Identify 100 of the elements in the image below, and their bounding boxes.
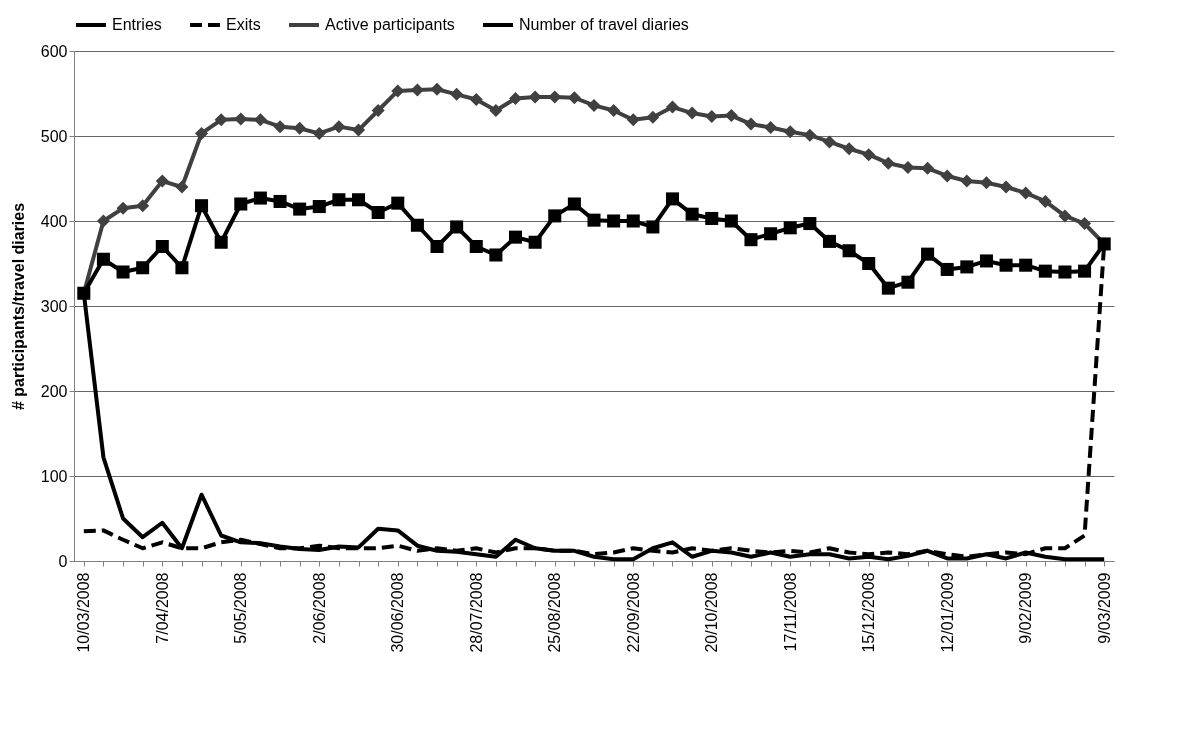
point xyxy=(626,214,640,228)
point xyxy=(764,227,778,241)
legend-label: Active participants xyxy=(325,16,455,33)
y-tick-label: 300 xyxy=(40,297,68,315)
y-tick-label: 200 xyxy=(40,382,68,400)
point xyxy=(155,174,169,188)
x-tick-label: 9/02/2009 xyxy=(1017,572,1035,644)
point xyxy=(764,120,778,135)
x-tick-label: 17/11/2008 xyxy=(781,572,799,652)
point xyxy=(136,261,150,275)
point xyxy=(921,247,935,261)
point xyxy=(587,98,601,112)
point xyxy=(195,199,209,213)
x-tick-label: 12/01/2009 xyxy=(938,572,956,653)
point xyxy=(1078,217,1092,231)
point xyxy=(273,120,287,134)
y-tick-label: 100 xyxy=(40,467,68,485)
x-tick-label: 25/08/2008 xyxy=(546,572,564,653)
legend-label: Exits xyxy=(226,16,261,33)
point xyxy=(469,239,483,254)
point xyxy=(567,197,581,211)
point xyxy=(96,214,110,228)
point xyxy=(940,169,954,183)
point xyxy=(881,281,895,295)
y-tick-label: 500 xyxy=(40,127,68,145)
point xyxy=(665,192,680,206)
point xyxy=(744,233,758,247)
point xyxy=(1038,264,1052,278)
point xyxy=(410,83,424,97)
legend-label: Number of travel diaries xyxy=(519,16,689,33)
point xyxy=(234,112,248,126)
point xyxy=(214,235,228,249)
x-tick-label: 5/05/2008 xyxy=(232,572,250,644)
point xyxy=(489,103,503,118)
point xyxy=(528,235,542,249)
point xyxy=(803,217,817,231)
point xyxy=(528,90,542,104)
point xyxy=(960,260,974,274)
point xyxy=(175,180,189,194)
point xyxy=(116,201,130,215)
y-tick-label: 0 xyxy=(58,552,68,570)
point xyxy=(979,176,993,190)
x-tick-label: 10/03/2008 xyxy=(75,572,93,653)
point xyxy=(646,110,660,124)
point xyxy=(352,123,366,137)
y-tick-label: 400 xyxy=(40,212,68,230)
point xyxy=(705,211,719,225)
point xyxy=(352,193,366,207)
point xyxy=(685,207,699,221)
point xyxy=(646,220,660,234)
point xyxy=(469,92,483,106)
point xyxy=(901,160,915,174)
point xyxy=(391,84,405,98)
point xyxy=(136,199,150,213)
point xyxy=(391,196,405,210)
point xyxy=(901,275,915,289)
point xyxy=(999,258,1013,272)
point xyxy=(567,91,581,105)
point xyxy=(607,103,621,118)
point xyxy=(371,103,385,118)
point xyxy=(1078,264,1092,278)
point xyxy=(410,218,424,232)
point xyxy=(626,113,640,127)
point xyxy=(783,221,797,235)
x-tick-label: 7/04/2008 xyxy=(153,572,171,644)
point xyxy=(862,148,876,162)
point xyxy=(312,126,326,140)
point xyxy=(371,205,385,220)
point xyxy=(293,202,307,216)
point xyxy=(921,161,935,175)
x-tick-label: 28/07/2008 xyxy=(467,572,485,653)
point xyxy=(332,120,346,134)
point xyxy=(724,109,738,123)
point xyxy=(253,113,267,127)
point xyxy=(1019,258,1033,272)
point xyxy=(450,220,464,234)
point xyxy=(508,92,523,106)
point xyxy=(1019,186,1033,200)
point xyxy=(1038,194,1052,208)
point xyxy=(155,239,169,254)
point xyxy=(508,230,523,244)
point xyxy=(116,265,130,279)
point xyxy=(744,117,758,131)
point xyxy=(940,262,954,276)
point xyxy=(881,156,895,170)
point xyxy=(842,142,856,156)
point xyxy=(587,213,601,227)
point xyxy=(332,193,346,207)
point xyxy=(430,239,444,254)
y-tick-label: 600 xyxy=(40,42,68,60)
point xyxy=(430,82,444,96)
point xyxy=(548,90,562,104)
point xyxy=(214,113,228,127)
point xyxy=(960,174,974,188)
x-tick-label: 20/10/2008 xyxy=(703,572,721,653)
point xyxy=(842,244,856,258)
point xyxy=(273,194,287,208)
x-tick-label: 15/12/2008 xyxy=(860,572,878,653)
point xyxy=(724,214,738,228)
point xyxy=(1058,265,1072,279)
